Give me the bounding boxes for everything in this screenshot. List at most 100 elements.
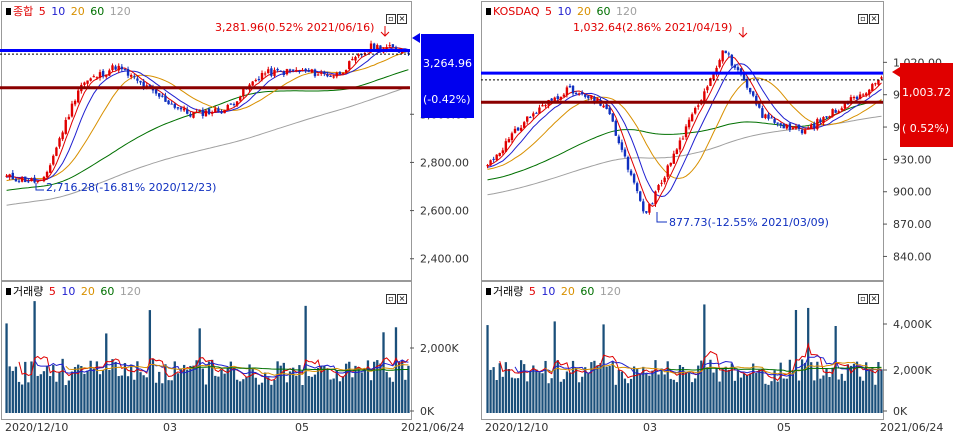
volume-bar <box>11 370 14 413</box>
candle-body <box>580 92 584 94</box>
candle-body <box>220 111 223 114</box>
volume-ma60-line <box>190 366 409 372</box>
legend-ma60: 60 <box>596 5 611 18</box>
volume-bar <box>513 378 517 413</box>
candle-body <box>492 158 495 160</box>
candle-body <box>678 140 682 150</box>
volume-bar <box>587 373 590 413</box>
candle-body <box>64 119 67 134</box>
close-icon[interactable]: × <box>397 294 407 304</box>
maximize-icon[interactable]: ▫ <box>386 294 396 304</box>
kosdaq-volume-chart: 4,000K 2,000K 0K <box>486 304 932 418</box>
volume-bar <box>123 363 127 413</box>
close-icon[interactable]: × <box>397 14 407 24</box>
close-icon[interactable]: × <box>869 14 879 24</box>
y-tick-label: 930.00 <box>893 153 932 166</box>
candle-body <box>158 93 161 97</box>
candle-body <box>736 67 740 70</box>
ma20-line <box>487 77 882 179</box>
candle-body <box>77 90 80 103</box>
candle-body <box>748 87 752 93</box>
volume-bar <box>739 377 743 413</box>
candle-body <box>767 114 770 119</box>
volume-bar <box>89 360 92 413</box>
candle-body <box>669 162 672 166</box>
candle-body <box>574 92 578 94</box>
candle-body <box>291 69 295 71</box>
volume-bar <box>660 368 663 413</box>
volume-bar <box>755 373 758 413</box>
ma60-line <box>487 100 882 181</box>
volume-bar <box>709 359 712 413</box>
candle-body <box>173 103 176 108</box>
candle-body <box>108 70 111 76</box>
volume-bar <box>657 374 660 413</box>
candle-body <box>513 128 517 133</box>
volume-bar <box>73 367 77 413</box>
volume-bar <box>126 376 130 413</box>
kospi-volume-legend: 거래량 5 10 20 60 120 <box>6 286 143 298</box>
candle-body <box>316 74 320 76</box>
candle-body <box>764 114 767 119</box>
volume-bar <box>307 376 310 413</box>
candle-body <box>117 65 120 71</box>
volume-bar <box>526 381 529 413</box>
volume-bar <box>310 376 314 413</box>
y-tick-label: 840.00 <box>893 250 932 263</box>
candle-body <box>92 76 95 78</box>
volume-bar <box>373 361 376 413</box>
volume-bar <box>871 367 874 413</box>
maximize-icon[interactable]: ▫ <box>858 14 868 24</box>
kosdaq-price-legend: KOSDAQ 5 10 20 60 120 <box>486 6 639 18</box>
volume-bar <box>578 382 581 413</box>
legend-title: 종합 <box>13 5 34 18</box>
volume-bar <box>204 384 208 413</box>
candle-body <box>806 128 810 130</box>
volume-bar <box>654 360 657 413</box>
candle-body <box>602 105 605 108</box>
volume-ma10-line <box>34 359 409 378</box>
legend-ma60: 60 <box>580 285 595 298</box>
candle-body <box>301 69 304 71</box>
candle-body <box>341 73 345 75</box>
kosdaq-x-label-end: 2021/06/24 <box>880 421 944 434</box>
volume-bar <box>837 379 840 413</box>
volume-bar <box>880 369 883 413</box>
volume-bar <box>33 301 36 413</box>
candle-body <box>379 45 382 51</box>
close-icon[interactable]: × <box>869 294 879 304</box>
candle-body <box>338 71 342 74</box>
candle-body <box>742 73 746 81</box>
maximize-icon[interactable]: ▫ <box>386 14 396 24</box>
volume-ma20-line <box>545 361 882 375</box>
candle-body <box>752 91 755 96</box>
volume-bar <box>101 369 105 413</box>
candle-body <box>95 77 99 79</box>
volume-bar <box>158 371 161 413</box>
volume-bar <box>675 382 678 413</box>
volume-bar <box>733 380 737 413</box>
volume-bar <box>70 371 74 413</box>
volume-bar <box>313 374 317 413</box>
volume-bar <box>865 362 868 413</box>
volume-bar <box>785 378 788 413</box>
candle-body <box>257 78 261 80</box>
volume-bar <box>584 367 587 413</box>
candle-body <box>840 108 843 111</box>
volume-bar <box>220 369 223 413</box>
maximize-icon[interactable]: ▫ <box>858 294 868 304</box>
volume-bar <box>151 358 155 413</box>
kospi-current-tag: 3,264.96 (-0.42%) <box>421 34 474 118</box>
volume-bar <box>581 376 584 413</box>
candle-body <box>739 68 743 75</box>
volume-bar <box>27 382 30 413</box>
candle-body <box>773 119 776 123</box>
volume-bar <box>45 366 49 413</box>
candle-body <box>495 154 498 161</box>
candle-body <box>825 116 828 118</box>
volume-bar <box>556 360 559 413</box>
volume-bar <box>605 366 608 413</box>
kospi-x-label-end: 2021/06/24 <box>401 421 465 434</box>
legend-ma20: 20 <box>80 285 95 298</box>
candle-body <box>553 97 556 102</box>
